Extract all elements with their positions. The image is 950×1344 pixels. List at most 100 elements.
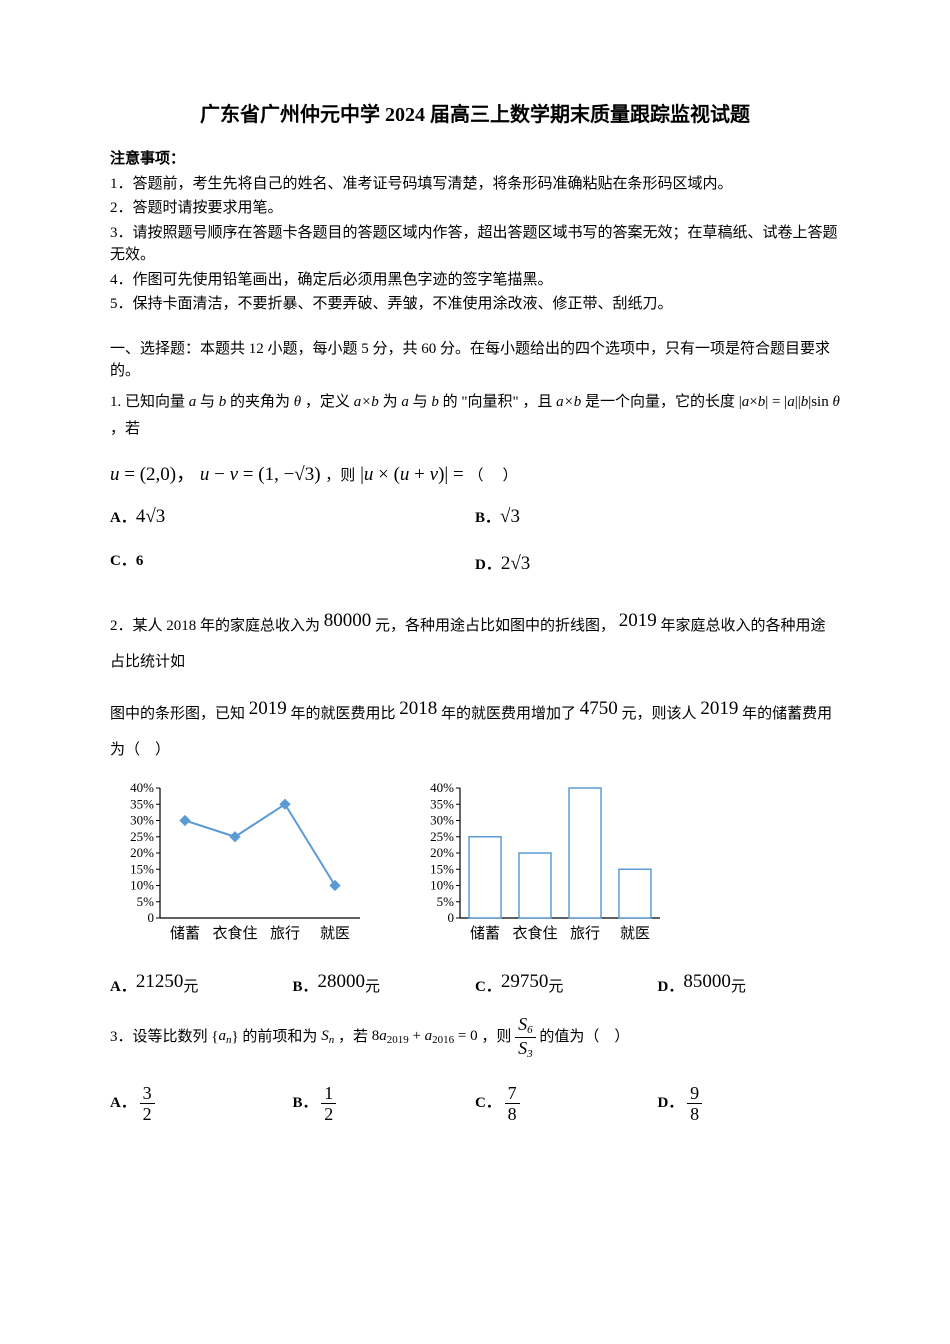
q2-option-d: D．85000元 [658, 968, 841, 999]
q1-optA-val: 4√3 [136, 506, 165, 527]
notice-heading: 注意事项： [110, 148, 840, 171]
q1-text: 是一个向量，它的长度 [585, 394, 735, 410]
q2-bar-chart: 05%10%15%20%25%30%35%40%储蓄衣食住旅行就医 [410, 778, 670, 948]
q2-option-c: C．29750元 [475, 968, 658, 999]
svg-text:15%: 15% [430, 861, 454, 876]
section-heading: 一、选择题：本题共 12 小题，每小题 5 分，共 60 分。在每小题给出的四个… [110, 338, 840, 383]
q3-optA-num: 3 [140, 1084, 155, 1104]
q1-then: ，则 [325, 468, 355, 484]
svg-text:衣食住: 衣食住 [212, 925, 257, 942]
q3-option-d: D． 9 8 [658, 1084, 841, 1123]
q1-option-b: B．√3 [475, 503, 840, 532]
notice-item: 3．请按照题号顺序在答题卡各题目的答题区域内作答，超出答题区域书写的答案无效；在… [110, 222, 840, 267]
q3-text: ，则 [481, 1028, 511, 1044]
q3-frac: S6 S3 [515, 1015, 536, 1060]
q3-optB-frac: 1 2 [321, 1084, 336, 1123]
notice-item: 5．保持卡面清洁，不要折暴、不要弄破、弄皱，不准使用涂改液、修正带、刮纸刀。 [110, 293, 840, 316]
q2-num-2019c: 2019 [700, 698, 738, 719]
q1-text: 与 [413, 394, 428, 410]
q1-text: 的夹角为 [230, 394, 290, 410]
q2-text: 元，则该人 [622, 706, 697, 722]
q2-unit: 元 [183, 979, 198, 995]
svg-text:35%: 35% [430, 796, 454, 811]
q2-line-chart: 05%10%15%20%25%30%35%40%储蓄衣食住旅行就医 [110, 778, 370, 948]
svg-text:35%: 35% [130, 796, 154, 811]
svg-text:旅行: 旅行 [270, 925, 300, 942]
q3-optC-num: 7 [505, 1084, 520, 1104]
svg-text:15%: 15% [130, 861, 154, 876]
q2-option-a: A．21250元 [110, 968, 293, 999]
svg-text:20%: 20% [430, 845, 454, 860]
q1-paren: （ ） [468, 468, 519, 484]
notice-item: 4．作图可先使用铅笔画出，确定后必须用黑色字迹的签字笔描黑。 [110, 269, 840, 292]
q2-num-2019b: 2019 [249, 698, 287, 719]
q2-text: 年的就医费用增加了 [441, 706, 576, 722]
q2-num-4750: 4750 [580, 698, 618, 719]
q3-frac-num: S6 [515, 1015, 536, 1038]
q3-text: 的前项和为 [242, 1028, 317, 1044]
q1-option-d: D．2√3 [475, 550, 840, 579]
q3-optA-den: 2 [140, 1104, 155, 1123]
q1-optB-val: √3 [500, 506, 520, 527]
question-3: 3．设等比数列 {an} 的前项和为 Sn ，若 8a2019 + a2016 … [110, 1015, 840, 1060]
svg-text:衣食住: 衣食住 [512, 925, 557, 942]
q1-option-c: C．6 [110, 550, 475, 579]
q1-optC-val: 6 [136, 553, 144, 569]
q3-options: A． 3 2 B． 1 2 C． 7 8 D． 9 8 [110, 1084, 840, 1123]
q3-seq: {an} [211, 1028, 238, 1044]
q3-text: 的值为（ ） [539, 1028, 629, 1044]
page-title: 广东省广州仲元中学 2024 届高三上数学期末质量跟踪监视试题 [110, 100, 840, 130]
q3-optC-frac: 7 8 [505, 1084, 520, 1123]
q1-text: 的 "向量积" ，且 [443, 394, 553, 410]
question-1: 1. 已知向量 a 与 b 的夹角为 θ ，定义 a×b 为 a 与 b 的 "… [110, 389, 840, 443]
q1-optD-val: 2√3 [501, 553, 530, 574]
svg-text:旅行: 旅行 [570, 925, 600, 942]
q2-unit: 元 [731, 979, 746, 995]
question-2: 2．某人 2018 年的家庭总收入为 80000 元，各种用途占比如图中的折线图… [110, 598, 840, 680]
svg-text:储蓄: 储蓄 [170, 925, 200, 942]
notice-item: 1．答题前，考生先将自己的姓名、准考证号码填写清楚，将条形码准确粘贴在条形码区域… [110, 173, 840, 196]
formula-absab: |a×b| = |a||b|sin θ [739, 394, 840, 410]
q2-optC-val: 29750 [501, 971, 549, 992]
q2-unit: 元 [548, 979, 563, 995]
q3-optD-den: 8 [687, 1104, 702, 1123]
svg-text:5%: 5% [437, 894, 455, 909]
formula-u: u [110, 464, 120, 485]
svg-text:储蓄: 储蓄 [470, 925, 500, 942]
svg-text:25%: 25% [430, 829, 454, 844]
q3-optB-num: 1 [321, 1084, 336, 1104]
q3-option-b: B． 1 2 [293, 1084, 476, 1123]
q3-frac-den: S3 [515, 1038, 536, 1060]
svg-text:40%: 40% [430, 780, 454, 795]
q3-text: 3．设等比数列 [110, 1028, 208, 1044]
q1-text: 1. 已知向量 [110, 394, 185, 410]
q2-optA-val: 21250 [136, 971, 184, 992]
q3-optD-num: 9 [687, 1084, 702, 1104]
q1-options-row2: C．6 D．2√3 [110, 550, 840, 579]
q3-optD-frac: 9 8 [687, 1084, 702, 1123]
q3-optB-den: 2 [321, 1104, 336, 1123]
svg-text:就医: 就医 [320, 925, 350, 942]
svg-text:0: 0 [148, 910, 155, 925]
q2-num-2018: 2018 [399, 698, 437, 719]
q1-text: 为 [383, 394, 398, 410]
q1-formula-row: u = (2,0)， u − v = (1, −√3) ，则 |u × (u +… [110, 461, 840, 490]
var-b: b [219, 394, 227, 410]
q3-text: ，若 [338, 1028, 368, 1044]
svg-text:10%: 10% [130, 878, 154, 893]
q2-optB-val: 28000 [318, 971, 366, 992]
var-b: b [431, 394, 439, 410]
var-a: a [401, 394, 409, 410]
q1-options-row1: A．4√3 B．√3 [110, 503, 840, 532]
q3-Sn: Sn [321, 1028, 334, 1044]
notice-item: 2．答题时请按要求用笔。 [110, 197, 840, 220]
q2-text: 2．某人 2018 年的家庭总收入为 [110, 618, 320, 634]
svg-text:0: 0 [448, 910, 455, 925]
svg-text:30%: 30% [430, 813, 454, 828]
var-theta: θ [294, 394, 301, 410]
q1-text: 与 [200, 394, 215, 410]
q3-option-a: A． 3 2 [110, 1084, 293, 1123]
formula-uv: u [200, 464, 210, 485]
svg-text:10%: 10% [430, 878, 454, 893]
question-2-line2: 图中的条形图，已知 2019 年的就医费用比 2018 年的就医费用增加了 47… [110, 686, 840, 768]
